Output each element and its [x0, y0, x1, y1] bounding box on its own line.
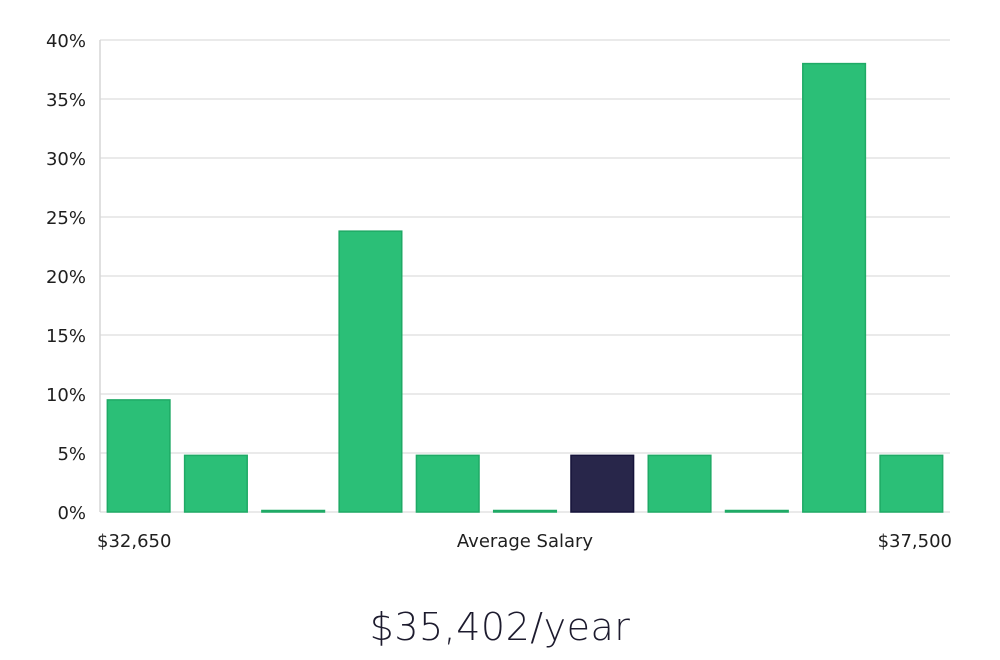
bar [879, 454, 944, 513]
x-axis-min-label: $32,650 [97, 531, 171, 552]
bar [338, 230, 403, 513]
y-tick-label: 35% [46, 90, 86, 111]
y-tick-label: 10% [46, 385, 86, 406]
bar [724, 509, 789, 513]
y-tick-label: 5% [57, 444, 86, 465]
bar-highlighted [570, 454, 635, 513]
y-tick-label: 25% [46, 208, 86, 229]
chart-canvas: 0% 5% 10% 15% 20% 25% 30% 35% 40% $32,650 Averag… [46, 31, 952, 552]
y-axis-ticks: 0% 5% 10% 15% 20% 25% 30% 35% 40% [46, 31, 86, 524]
bar [106, 399, 171, 513]
bar [802, 62, 867, 513]
bar [647, 454, 712, 513]
y-tick-label: 20% [46, 267, 86, 288]
bar [183, 454, 248, 513]
bar [492, 509, 558, 513]
x-axis-max-label: $37,500 [878, 531, 952, 552]
y-tick-label: 30% [46, 149, 86, 170]
y-tick-label: 15% [46, 326, 86, 347]
y-tick-label: 0% [57, 503, 86, 524]
x-axis-title: Average Salary [457, 531, 594, 552]
bar [415, 454, 480, 513]
grid-lines [100, 39, 950, 513]
y-tick-label: 40% [46, 31, 86, 52]
bars [106, 62, 944, 513]
bar [261, 509, 326, 513]
average-salary-value: $35,402/year [369, 605, 631, 649]
